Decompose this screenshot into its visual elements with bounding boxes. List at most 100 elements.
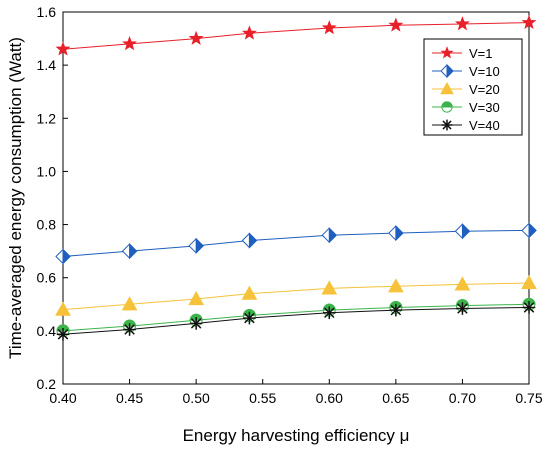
legend-marker (441, 119, 453, 131)
legend-marker (440, 46, 454, 59)
x-tick-label: 0.55 (249, 390, 276, 406)
legend-label: V=40 (469, 118, 500, 133)
asterisk-stroke (324, 307, 335, 319)
x-tick-label: 0.45 (116, 390, 143, 406)
asterisk-stroke (57, 329, 69, 340)
triangle-marker (440, 81, 454, 95)
legend-box (423, 38, 523, 136)
data-point-1 (122, 36, 138, 51)
triangle-marker (521, 274, 537, 290)
triangle-marker (454, 276, 471, 291)
asterisk-stroke (523, 302, 535, 313)
circle-fill (123, 319, 137, 327)
legend-label: V=20 (469, 82, 500, 97)
diamond-fill (195, 237, 204, 255)
circle-fill (441, 101, 453, 108)
x-axis-title: Energy harvesting efficiency μ (183, 426, 410, 445)
asterisk-stroke (244, 312, 255, 324)
diamond-fill (248, 232, 258, 249)
data-point-2 (388, 224, 404, 242)
asterisk-stroke (390, 304, 402, 316)
data-point-3 (388, 278, 404, 293)
diamond-fill (328, 226, 337, 244)
series-line-1 (62, 22, 530, 50)
diamond-fill (129, 242, 138, 260)
triangle-marker (241, 285, 258, 300)
legend-marker (440, 81, 454, 95)
data-point-2 (241, 232, 258, 249)
series-line-3 (62, 282, 530, 311)
asterisk-stroke (457, 303, 468, 314)
star-marker (241, 25, 257, 40)
star-marker (521, 14, 537, 29)
data-point-3 (241, 285, 258, 300)
triangle-marker (388, 278, 404, 293)
diamond-fill (446, 63, 454, 79)
data-point-3 (521, 274, 537, 290)
data-point-2 (521, 222, 537, 239)
asterisk-stroke (442, 120, 452, 130)
y-tick-label: 0.2 (37, 376, 57, 392)
legend-marker (440, 63, 454, 79)
x-tick-label: 0.60 (316, 390, 343, 406)
data-point-5 (322, 306, 336, 320)
y-tick-label: 1.4 (37, 57, 57, 73)
series-line-5 (62, 306, 530, 335)
star-marker (55, 41, 71, 56)
y-axis-title: Time-averaged energy consumption (Watt) (6, 37, 25, 359)
circle-fill (56, 324, 70, 332)
y-tick-label: 0.6 (37, 270, 57, 286)
series-line-4 (62, 303, 530, 332)
data-point-2 (121, 242, 138, 260)
asterisk-stroke (124, 324, 135, 335)
data-point-3 (188, 290, 204, 306)
x-tick-label: 0.40 (49, 390, 76, 406)
legend-label: V=30 (469, 100, 500, 115)
data-point-5 (522, 301, 536, 314)
data-point-5 (123, 323, 136, 336)
data-point-2 (321, 226, 337, 244)
y-tick-label: 1.0 (37, 163, 57, 179)
legend-label: V=1 (469, 46, 493, 61)
x-tick-label: 0.70 (449, 390, 476, 406)
data-point-5 (389, 303, 403, 317)
legend-items: V=1 V=10 V=20 V=30 V=40 (432, 46, 500, 133)
data-point-5 (56, 328, 70, 341)
legend-marker (441, 101, 453, 113)
legend-label: V=10 (469, 64, 500, 79)
data-point-5 (189, 317, 203, 330)
data-point-3 (321, 280, 338, 295)
data-point-5 (243, 311, 256, 325)
legend: V=1 V=10 V=20 V=30 V=40 (423, 38, 523, 136)
data-point-1 (241, 25, 257, 40)
data-point-1 (521, 14, 537, 29)
triangle-marker (121, 296, 138, 311)
data-point-2 (55, 248, 71, 265)
star-marker (388, 17, 404, 32)
data-point-2 (188, 237, 204, 255)
data-point-2 (454, 223, 471, 240)
data-point-3 (454, 276, 471, 291)
data-point-1 (388, 17, 404, 32)
diamond-fill (461, 223, 471, 240)
triangle-marker (55, 301, 71, 316)
series-lines (62, 22, 530, 335)
series-markers (55, 14, 537, 341)
data-point-1 (188, 30, 204, 45)
axis-ticks: 0.40 0.45 0.50 0.55 0.60 0.65 0.70 0.75 0.2 0.4 0.… (37, 4, 543, 406)
x-tick-label: 0.65 (382, 390, 409, 406)
star-marker (440, 46, 454, 59)
y-tick-label: 0.4 (37, 323, 57, 339)
data-point-1 (321, 20, 337, 35)
star-marker (454, 16, 470, 31)
data-point-1 (454, 16, 470, 31)
data-point-3 (121, 296, 138, 311)
y-tick-label: 1.6 (37, 4, 57, 20)
asterisk-stroke (190, 318, 202, 329)
diamond-fill (528, 222, 537, 239)
triangle-marker (321, 280, 338, 295)
y-tick-label: 1.2 (37, 110, 57, 126)
diamond-fill (62, 248, 71, 265)
star-marker (188, 30, 204, 45)
x-tick-label: 0.50 (183, 390, 210, 406)
